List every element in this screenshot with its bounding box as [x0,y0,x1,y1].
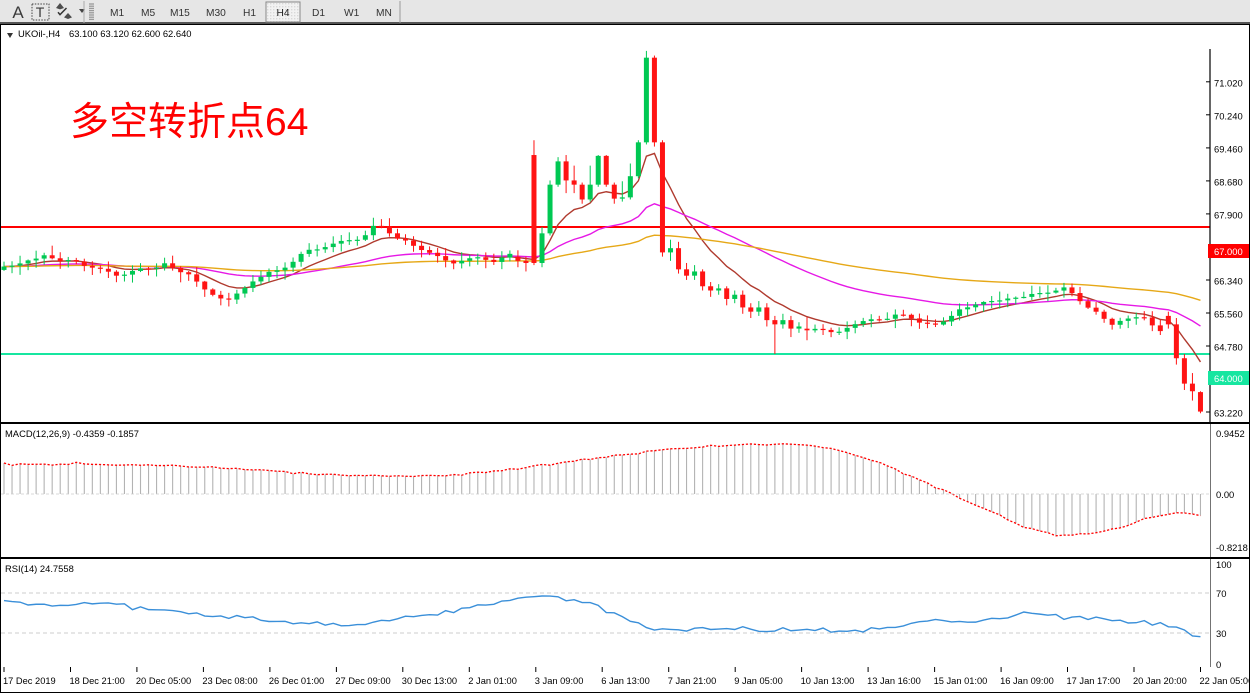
svg-text:16 Jan 09:00: 16 Jan 09:00 [1000,676,1054,686]
svg-text:20 Dec 05:00: 20 Dec 05:00 [136,676,191,686]
svg-text:66.340: 66.340 [1214,276,1243,287]
svg-text:18 Dec 21:00: 18 Dec 21:00 [70,676,125,686]
svg-text:T: T [36,4,45,20]
svg-text:23 Dec 08:00: 23 Dec 08:00 [202,676,257,686]
svg-text:67.000: 67.000 [1214,246,1243,257]
svg-text:70.240: 70.240 [1214,110,1243,121]
svg-text:26 Dec 01:00: 26 Dec 01:00 [269,676,324,686]
svg-text:多空转折点64: 多空转折点64 [70,101,308,144]
svg-text:M5: M5 [141,8,155,19]
svg-text:65.560: 65.560 [1214,309,1243,320]
svg-text:6 Jan 13:00: 6 Jan 13:00 [601,676,650,686]
svg-text:17 Dec 2019: 17 Dec 2019 [3,676,56,686]
svg-text:-0.8218: -0.8218 [1216,542,1248,553]
svg-text:69.460: 69.460 [1214,143,1243,154]
svg-text:UKOil-,H4: UKOil-,H4 [18,28,60,39]
svg-text:100: 100 [1216,559,1232,570]
svg-text:9 Jan 05:00: 9 Jan 05:00 [734,676,783,686]
svg-text:MN: MN [376,8,392,19]
svg-text:67.900: 67.900 [1214,209,1243,220]
svg-text:0.9452: 0.9452 [1216,428,1245,439]
svg-text:64.000: 64.000 [1214,373,1243,384]
svg-text:H4: H4 [276,8,289,19]
svg-text:63.220: 63.220 [1214,408,1243,419]
svg-text:10 Jan 13:00: 10 Jan 13:00 [801,676,855,686]
svg-text:M30: M30 [206,8,226,19]
svg-text:7 Jan 21:00: 7 Jan 21:00 [668,676,717,686]
svg-text:0: 0 [1216,659,1221,670]
svg-text:30: 30 [1216,628,1226,639]
svg-text:17 Jan 17:00: 17 Jan 17:00 [1067,676,1121,686]
svg-text:0.00: 0.00 [1216,489,1234,500]
svg-text:M15: M15 [170,8,190,19]
svg-text:M1: M1 [110,8,124,19]
svg-text:D1: D1 [312,8,325,19]
svg-text:20 Jan 20:00: 20 Jan 20:00 [1133,676,1187,686]
svg-text:13 Jan 16:00: 13 Jan 16:00 [867,676,921,686]
svg-text:68.680: 68.680 [1214,176,1243,187]
svg-text:RSI(14) 24.7558: RSI(14) 24.7558 [5,563,74,574]
svg-text:63.100 63.120 62.600 62.640: 63.100 63.120 62.600 62.640 [69,28,192,39]
svg-text:27 Dec 09:00: 27 Dec 09:00 [335,676,390,686]
svg-text:30 Dec 13:00: 30 Dec 13:00 [402,676,457,686]
svg-text:15 Jan 01:00: 15 Jan 01:00 [934,676,988,686]
svg-text:H1: H1 [243,8,256,19]
svg-text:3 Jan 09:00: 3 Jan 09:00 [535,676,584,686]
svg-text:64.780: 64.780 [1214,342,1243,353]
svg-text:70: 70 [1216,588,1226,599]
svg-text:A: A [12,3,24,22]
svg-text:71.020: 71.020 [1214,77,1243,88]
svg-text:2 Jan 01:00: 2 Jan 01:00 [468,676,517,686]
svg-text:W1: W1 [344,8,360,19]
svg-text:MACD(12,26,9) -0.4359 -0.1857: MACD(12,26,9) -0.4359 -0.1857 [5,428,139,439]
